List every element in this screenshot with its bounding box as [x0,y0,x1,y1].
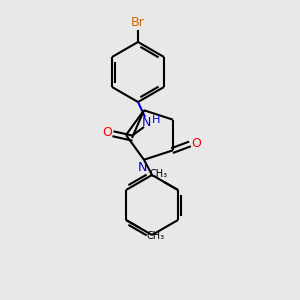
Text: H: H [152,115,160,125]
Text: O: O [102,127,112,140]
Text: CH₃: CH₃ [146,231,164,241]
Text: N: N [137,161,147,174]
Text: N: N [141,116,151,128]
Text: Br: Br [131,16,145,29]
Text: O: O [191,137,201,150]
Text: CH₃: CH₃ [150,169,168,179]
